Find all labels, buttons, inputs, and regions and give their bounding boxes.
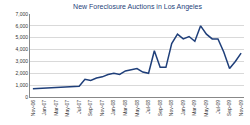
svg-text:Jan-09: Jan-09	[180, 100, 186, 116]
svg-text:4,000: 4,000	[15, 46, 28, 52]
svg-text:Jan-07: Jan-07	[41, 100, 47, 116]
svg-text:Mar-09: Mar-09	[191, 100, 197, 116]
svg-text:5,000: 5,000	[15, 34, 28, 40]
svg-text:May-09: May-09	[203, 100, 209, 117]
svg-text:Sep-07: Sep-07	[87, 100, 93, 116]
svg-text:May-07: May-07	[64, 100, 70, 117]
svg-text:Jul-09: Jul-09	[215, 100, 221, 114]
svg-text:0: 0	[25, 94, 28, 100]
svg-text:2,000: 2,000	[15, 70, 28, 76]
svg-text:Jul-08: Jul-08	[145, 100, 151, 114]
svg-text:Nov-08: Nov-08	[168, 100, 174, 116]
svg-text:New Foreclosure Auctions in Lo: New Foreclosure Auctions in Los Angeles	[73, 3, 202, 11]
svg-text:Sep-09: Sep-09	[226, 100, 232, 116]
svg-text:Nov-09: Nov-09	[238, 100, 244, 116]
svg-text:7,000: 7,000	[15, 11, 28, 17]
svg-text:Nov-06: Nov-06	[30, 100, 36, 116]
svg-text:Nov-07: Nov-07	[99, 100, 105, 116]
svg-text:3,000: 3,000	[15, 58, 28, 64]
svg-text:Mar-07: Mar-07	[53, 100, 59, 116]
svg-text:6,000: 6,000	[15, 23, 28, 29]
svg-text:Jul-07: Jul-07	[76, 100, 82, 114]
svg-text:Sep-08: Sep-08	[157, 100, 163, 116]
svg-text:Jan-08: Jan-08	[110, 100, 116, 116]
svg-text:May-08: May-08	[134, 100, 140, 117]
svg-text:1,000: 1,000	[15, 82, 28, 88]
svg-text:Mar-08: Mar-08	[122, 100, 128, 116]
